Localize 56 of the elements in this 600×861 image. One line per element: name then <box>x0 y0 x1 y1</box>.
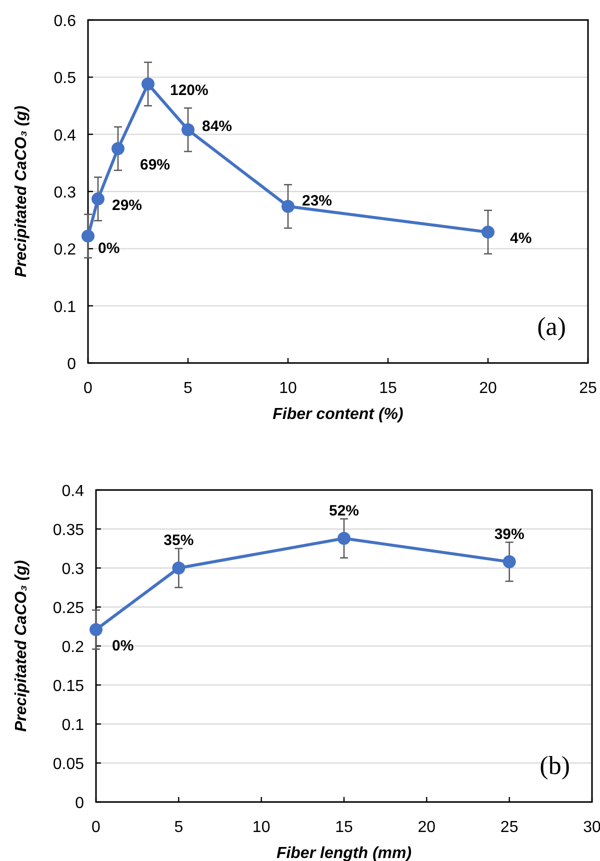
annotation: 0% <box>98 240 120 258</box>
point <box>282 200 294 213</box>
annotation: 120% <box>170 82 208 100</box>
x-tick-label: 20 <box>479 380 497 397</box>
point <box>482 226 494 239</box>
y-tick-label: 0.05 <box>52 756 84 773</box>
annotation: (b) <box>540 751 570 780</box>
x-tick-label: 25 <box>500 819 518 836</box>
x-tick-label: 20 <box>418 819 436 836</box>
point <box>82 230 94 243</box>
x-tick-label: 0 <box>92 819 101 836</box>
y-tick-label: 0.15 <box>52 678 84 695</box>
x-axis-title: Fiber length (mm) <box>276 845 412 861</box>
annotation: 35% <box>164 532 194 549</box>
point <box>92 192 104 206</box>
annotation: 0% <box>112 638 134 655</box>
x-tick-label: 15 <box>335 819 353 836</box>
annotation: 69% <box>140 156 170 174</box>
y-tick-label: 0.5 <box>54 70 76 88</box>
annotation: 39% <box>494 526 524 543</box>
point <box>142 78 154 91</box>
annotation: 23% <box>302 192 332 210</box>
y-axis-title: Precipitated CaCO₃ (g) <box>13 560 30 732</box>
y-tick-label: 0.4 <box>54 127 76 144</box>
y-tick-label: 0.1 <box>62 717 84 734</box>
point <box>90 623 102 636</box>
y-tick-label: 0.6 <box>54 13 76 30</box>
point <box>112 142 124 156</box>
x-tick-label: 15 <box>379 380 397 397</box>
point <box>182 123 194 136</box>
y-tick-label: 0 <box>75 795 84 812</box>
annotation: (a) <box>537 312 566 341</box>
x-tick-label: 5 <box>184 380 193 397</box>
x-tick-label: 10 <box>279 380 297 397</box>
y-tick-label: 0.35 <box>52 522 84 539</box>
x-tick-label: 5 <box>174 819 184 836</box>
y-tick-label: 0.25 <box>52 600 84 617</box>
x-tick-label: 10 <box>252 819 270 836</box>
y-tick-label: 0.4 <box>62 483 84 500</box>
point <box>338 532 350 545</box>
y-tick-label: 0 <box>67 356 76 373</box>
x-tick-label: 25 <box>579 380 597 397</box>
y-tick-label: 0.3 <box>54 184 76 202</box>
y-tick-label: 0.3 <box>62 561 84 578</box>
point <box>502 555 516 568</box>
annotation: 52% <box>328 502 360 520</box>
y-tick-label: 0.2 <box>62 639 84 656</box>
y-axis-title: Precipitated CaCO₃ (g) <box>13 106 30 278</box>
y-tick-label: 0.2 <box>54 242 76 259</box>
annotation: 84% <box>202 118 232 135</box>
annotation: 4% <box>510 230 532 248</box>
y-tick-label: 0.1 <box>54 298 76 316</box>
annotation: 29% <box>112 196 142 214</box>
x-tick-label: 30 <box>583 819 600 836</box>
point <box>172 562 186 574</box>
x-axis-title: Fiber content (%) <box>272 406 404 423</box>
